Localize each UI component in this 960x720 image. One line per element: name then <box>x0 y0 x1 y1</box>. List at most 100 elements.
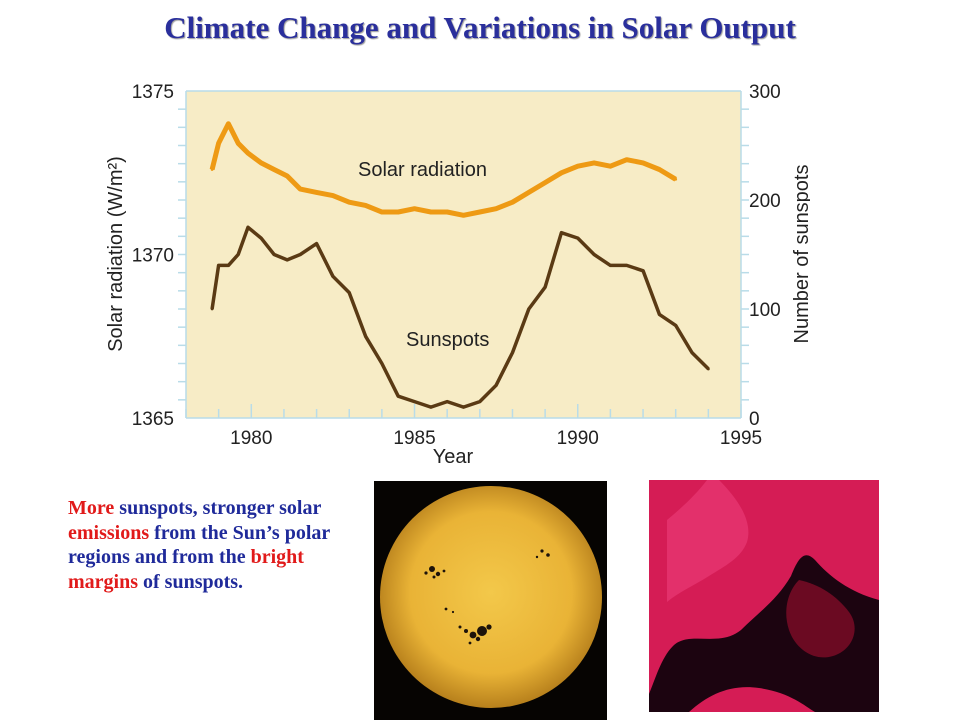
solar-radiation-point <box>445 210 449 214</box>
sunspots-point <box>236 253 240 256</box>
solar-radiation-point <box>560 171 563 175</box>
y-left-tick-label: 1365 <box>132 409 174 430</box>
sunspots-point <box>494 383 498 387</box>
solar-sunspot-chart: 1980 1985 1990 1995 1365 1370 1375 0 100 200 300 S… <box>105 82 810 468</box>
sun-sunspots-photo <box>374 481 607 720</box>
y-axis-left-label: Solar radiation (W/m²) <box>105 156 127 352</box>
sunspots-point <box>674 323 678 327</box>
solar-radiation-point <box>494 207 498 211</box>
x-tick-label: 1985 <box>393 428 435 449</box>
sunspots-point <box>527 307 531 311</box>
slide-title: Climate Change and Variations in Solar O… <box>164 10 796 45</box>
solar-radiation-point <box>641 161 645 165</box>
x-tick-label: 1995 <box>720 428 762 449</box>
emission-region <box>689 687 815 712</box>
solar-radiation-point <box>246 151 250 155</box>
solar-radiation-point <box>298 187 302 191</box>
solar-radiation-point <box>285 174 289 178</box>
sunspots-point <box>560 231 563 235</box>
y-right-tick-label: 0 <box>749 409 760 430</box>
solar-radiation-point <box>217 141 221 145</box>
sunspots-point <box>227 264 230 267</box>
solar-radiation-point <box>380 210 384 214</box>
solar-radiation-point <box>674 177 678 181</box>
sunspots-point <box>380 362 384 365</box>
solar-radiation-point <box>331 194 335 198</box>
tick-labels: 1980 1985 1990 1995 1365 1370 1375 0 100 200 300 <box>132 82 781 449</box>
solar-radiation-point <box>364 204 367 207</box>
solar-radiation-point <box>478 210 482 214</box>
sunspots-point <box>210 307 214 311</box>
y-right-tick-label: 300 <box>749 82 781 103</box>
solar-radiation-point <box>462 213 465 217</box>
solar-radiation-point <box>315 190 318 194</box>
solar-radiation-point <box>527 190 531 194</box>
caption: More sunspots, stronger solar emissions … <box>68 496 348 594</box>
sunspots-point <box>217 264 221 267</box>
solar-radiation-point <box>272 168 276 171</box>
solar-radiation-point <box>347 200 351 204</box>
sunspots-line <box>210 225 710 409</box>
caption-segment: sunspots, stronger solar <box>114 497 321 519</box>
emission-region <box>667 480 749 602</box>
sunspots-point <box>609 264 612 267</box>
solar-radiation-point <box>543 181 547 184</box>
sunspots-point <box>478 400 482 404</box>
sunspots-point <box>315 242 318 246</box>
solar-radiation-point <box>592 161 596 165</box>
y-axis-right-label: Number of sunspots <box>791 165 810 344</box>
y-left-tick-label: 1370 <box>132 246 174 267</box>
solar-radiation-point <box>609 164 612 168</box>
sunspots-point <box>543 285 547 289</box>
sunspots-point <box>298 253 302 256</box>
caption-segment: bright margins <box>68 546 304 593</box>
solar-radiation-point <box>227 122 230 126</box>
sunspots-point <box>285 258 289 262</box>
x-tick-label: 1980 <box>230 428 272 449</box>
caption-segment: from the Sun’s polar regions and from th… <box>68 521 330 569</box>
sunspots-point <box>592 253 596 256</box>
sunspots-point <box>657 313 661 316</box>
sunspots-point <box>576 236 580 240</box>
solar-radiation-point <box>511 200 514 204</box>
solar-radiation-point <box>625 158 629 162</box>
solar-radiation-line <box>209 121 677 218</box>
sunspots-point <box>690 351 694 354</box>
sunspots-point <box>511 351 514 354</box>
sunspots-point <box>706 367 710 371</box>
y-right-tick-label: 100 <box>749 300 781 321</box>
sunspots-point <box>364 334 367 338</box>
sunspots-point <box>331 274 335 278</box>
caption-segment: More <box>68 497 115 519</box>
sunspots-point <box>429 405 433 409</box>
sunspots-point <box>347 291 351 295</box>
solar-radiation-point <box>396 210 400 214</box>
y-right-tick-label: 200 <box>749 191 781 212</box>
solar-radiation-point <box>576 164 580 168</box>
sunspots-point <box>641 269 645 273</box>
x-tick-label: 1990 <box>557 428 599 449</box>
solar-radiation-point <box>210 168 214 171</box>
sunspots-point <box>445 400 449 404</box>
sunspots-point <box>462 405 465 409</box>
sun-disk <box>380 486 602 708</box>
solar-radiation-point <box>413 207 416 211</box>
caption-segment: emissions <box>68 521 150 544</box>
solar-radiation-point <box>236 141 240 145</box>
sunspots-point <box>246 225 250 229</box>
plot-background <box>186 91 741 418</box>
solar-radiation-point <box>657 168 661 171</box>
series-layer <box>209 121 710 409</box>
sunspots-point <box>625 264 629 267</box>
sunspots-annotation: Sunspots <box>406 329 489 351</box>
solar-radiation-point <box>429 210 433 214</box>
sunspot-group <box>424 549 550 645</box>
solar-radiation-point <box>259 161 263 165</box>
solar-emission-photo <box>649 480 879 712</box>
x-axis-label: Year <box>433 446 474 468</box>
sunspots-point <box>396 394 400 398</box>
sunspots-point <box>259 236 263 240</box>
y-left-tick-label: 1375 <box>132 82 174 103</box>
sunspots-point <box>413 400 416 404</box>
sunspots-point <box>272 253 276 256</box>
